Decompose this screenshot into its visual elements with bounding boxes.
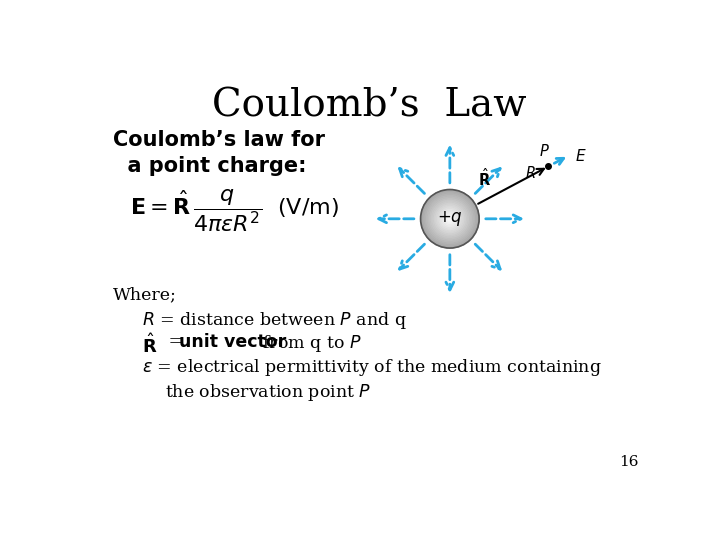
Text: $\hat{\mathbf{R}}$: $\hat{\mathbf{R}}$	[478, 167, 491, 189]
Circle shape	[442, 211, 457, 226]
Circle shape	[433, 202, 467, 236]
Circle shape	[428, 197, 472, 240]
Text: =: =	[163, 333, 189, 350]
Circle shape	[436, 205, 464, 233]
Circle shape	[420, 190, 479, 248]
Text: $E$: $E$	[575, 147, 587, 164]
Text: Where;: Where;	[113, 287, 177, 303]
Circle shape	[426, 194, 474, 244]
Circle shape	[431, 200, 468, 237]
Text: $+q$: $+q$	[437, 210, 463, 228]
Circle shape	[434, 204, 465, 234]
Circle shape	[449, 217, 451, 220]
Circle shape	[445, 214, 454, 224]
Text: Coulomb’s  Law: Coulomb’s Law	[212, 88, 526, 125]
Text: $R$ = distance between $P$ and q: $R$ = distance between $P$ and q	[142, 309, 407, 330]
Circle shape	[439, 208, 461, 230]
Text: Coulomb’s law for: Coulomb’s law for	[113, 130, 325, 150]
Text: $\mathbf{E} = \hat{\mathbf{R}}\,\dfrac{q}{4\pi\varepsilon R^2}$  (V/m): $\mathbf{E} = \hat{\mathbf{R}}\,\dfrac{q…	[130, 188, 339, 234]
Circle shape	[447, 215, 453, 222]
Circle shape	[422, 191, 477, 247]
Circle shape	[441, 210, 459, 228]
Text: $\hat{\mathbf{R}}$: $\hat{\mathbf{R}}$	[142, 333, 157, 356]
Text: unit vector: unit vector	[179, 333, 286, 351]
Circle shape	[430, 199, 470, 239]
Text: $\varepsilon$ = electrical permittivity of the medium containing: $\varepsilon$ = electrical permittivity …	[142, 357, 601, 379]
Text: $P$: $P$	[539, 143, 550, 159]
Text: a point charge:: a point charge:	[113, 156, 307, 176]
Circle shape	[444, 213, 456, 225]
Circle shape	[438, 206, 462, 231]
Circle shape	[427, 195, 473, 242]
Text: the observation point $P$: the observation point $P$	[165, 382, 372, 403]
Circle shape	[423, 193, 476, 245]
Text: from q to $P$: from q to $P$	[257, 333, 362, 354]
Text: 16: 16	[619, 455, 639, 469]
Text: $R$: $R$	[526, 165, 536, 180]
